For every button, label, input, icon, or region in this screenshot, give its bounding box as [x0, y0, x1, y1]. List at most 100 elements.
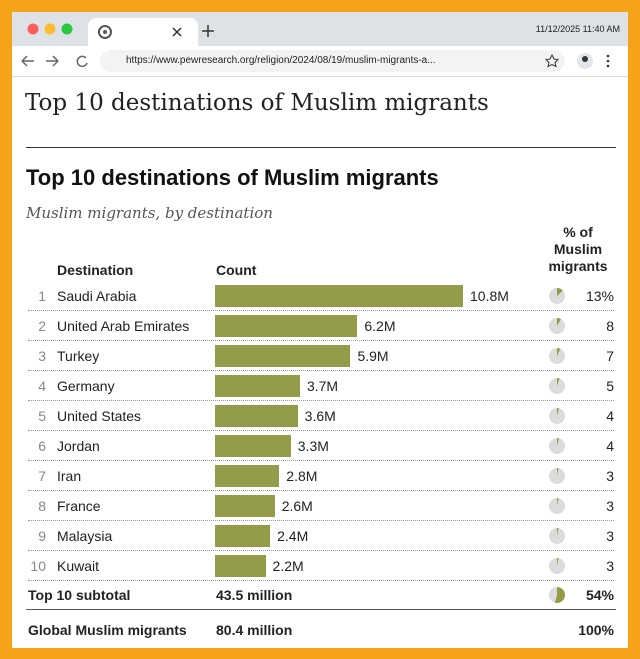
bar: [215, 525, 271, 547]
chart-title: Top 10 destinations of Muslim migrants: [26, 165, 439, 190]
share-pie: [549, 348, 565, 364]
rank: 7: [38, 468, 46, 484]
rank: 6: [38, 438, 46, 454]
total-count: 80.4 million: [216, 622, 293, 638]
destination: Malaysia: [57, 528, 113, 544]
separator: [28, 430, 614, 431]
separator: [28, 400, 614, 401]
rank: 10: [30, 558, 46, 574]
rank: 3: [38, 348, 46, 364]
bar: [215, 405, 298, 427]
separator: [28, 340, 614, 341]
bar-label: 2.4M: [277, 528, 309, 544]
share-label: 4: [606, 438, 614, 454]
subtotal-share: 54%: [585, 587, 614, 603]
destination: Turkey: [57, 348, 100, 364]
share-pie: [549, 468, 565, 484]
pie-slice: [557, 498, 559, 506]
tab-icons: [98, 25, 182, 39]
bar: [215, 345, 351, 367]
bar: [215, 285, 463, 307]
browser-window: 11/12/2025 11:40 AM https://www.pewresea…: [12, 12, 628, 648]
url-bar[interactable]: https://www.pewresearch.org/religion/202…: [100, 50, 565, 72]
pie-slice: [557, 288, 563, 296]
separator: [28, 550, 614, 551]
column-header: % of Muslim migrants: [548, 224, 608, 274]
rank: 9: [38, 528, 46, 544]
share-label: 8: [606, 318, 614, 334]
share-pie: [549, 528, 565, 544]
share-label: 5: [606, 378, 614, 394]
rank: 1: [38, 288, 46, 304]
share-label: 3: [606, 558, 614, 574]
share-label: 3: [606, 498, 614, 514]
bar-label: 2.2M: [272, 558, 304, 574]
rule: [26, 609, 616, 610]
tab-bar: 11/12/2025 11:40 AM: [12, 12, 628, 46]
window-controls: [27, 23, 73, 35]
tab[interactable]: [88, 18, 198, 46]
subtotal-count: 43.5 million: [216, 587, 293, 603]
bar-label: 3.7M: [306, 378, 339, 394]
column-header: Count: [216, 262, 257, 278]
bar-label: 10.8M: [470, 288, 509, 304]
toolbar-icons[interactable]: [542, 46, 612, 76]
pie-slice: [557, 318, 561, 326]
total-share: 100%: [578, 622, 614, 638]
separator: [28, 490, 614, 491]
destination: Germany: [57, 378, 115, 394]
bar-label: 2.8M: [286, 468, 318, 484]
share-pie: [549, 498, 565, 514]
share-label: 13%: [585, 288, 614, 304]
share-label: 3: [606, 528, 614, 544]
destination: United States: [57, 408, 142, 424]
rule: [26, 147, 616, 148]
rank: 5: [38, 408, 46, 424]
pie-slice: [557, 408, 559, 416]
separator: [28, 580, 614, 581]
bar: [215, 555, 266, 577]
nav-buttons[interactable]: [12, 46, 92, 76]
pie-slice: [557, 438, 559, 446]
address-row: https://www.pewresearch.org/religion/202…: [12, 46, 628, 77]
page-heading: Top 10 destinations of Muslim migrants: [25, 90, 489, 116]
bar: [215, 465, 280, 487]
share-label: 7: [606, 348, 614, 364]
separator: [28, 370, 614, 371]
share-label: 3: [606, 468, 614, 484]
bar: [215, 495, 275, 517]
pie-slice: [557, 348, 561, 356]
share-pie: [549, 318, 565, 334]
destination: Jordan: [57, 438, 100, 454]
destination: Saudi Arabia: [57, 288, 137, 304]
rank: 4: [38, 378, 46, 394]
bar-label: 3.3M: [297, 438, 329, 454]
destination: United Arab Emirates: [57, 318, 190, 334]
share-label: 4: [606, 408, 614, 424]
bar-label: 6.2M: [364, 318, 396, 334]
rank: 8: [38, 498, 46, 514]
column-header: Destination: [57, 262, 134, 278]
bar-label: 3.6M: [304, 408, 336, 424]
separator: [28, 520, 614, 521]
share-pie: [549, 587, 565, 603]
share-pie: [549, 408, 565, 424]
pie-slice: [557, 378, 560, 386]
pie-slice: [557, 468, 559, 476]
share-pie: [549, 438, 565, 454]
rank: 2: [38, 318, 46, 334]
pie-slice: [557, 558, 559, 566]
bar-label: 2.6M: [281, 498, 313, 514]
subtotal-label: Top 10 subtotal: [28, 587, 131, 603]
chart-subtitle: Muslim migrants, by destination: [26, 204, 273, 222]
share-pie: [549, 378, 565, 394]
destination: France: [57, 498, 101, 514]
separator: [28, 310, 614, 311]
share-pie: [549, 558, 565, 574]
share-pie: [549, 288, 565, 304]
new-tab[interactable]: [198, 21, 218, 41]
pie-slice: [555, 587, 565, 603]
destination: Kuwait: [57, 558, 100, 574]
bar: [215, 315, 358, 337]
